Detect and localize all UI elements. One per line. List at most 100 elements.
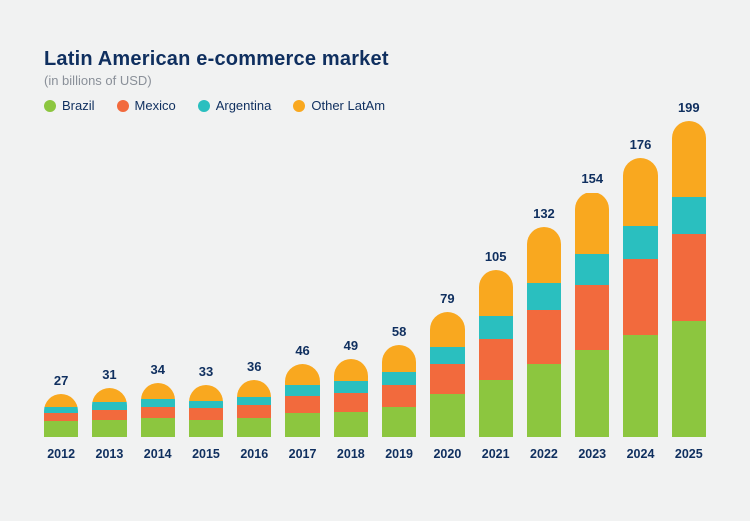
x-axis-label: 2023	[575, 447, 609, 461]
bar-segment-other	[575, 193, 609, 255]
bar-segment-argentina	[672, 197, 706, 234]
bar-segment-brazil	[527, 364, 561, 437]
bar-segment-argentina	[575, 254, 609, 284]
bars-row: 273134333646495879105132154176199	[44, 121, 706, 437]
bar	[285, 364, 319, 437]
bar	[92, 388, 126, 437]
bar-segment-brazil	[44, 421, 78, 437]
bar-segment-argentina	[623, 226, 657, 259]
bar-segment-other	[672, 121, 706, 197]
bar	[334, 359, 368, 437]
bar-total-label: 176	[630, 137, 652, 152]
bar-segment-brazil	[285, 413, 319, 437]
x-axis-label: 2024	[623, 447, 657, 461]
plot-area: 273134333646495879105132154176199 201220…	[44, 121, 706, 461]
bar-segment-brazil	[92, 420, 126, 437]
x-axis: 2012201320142015201620172018201920202021…	[44, 447, 706, 461]
bar-segment-other	[44, 394, 78, 407]
x-axis-label: 2012	[44, 447, 78, 461]
bar	[672, 121, 706, 437]
bar	[382, 345, 416, 437]
bar-segment-mexico	[479, 339, 513, 380]
bar-segment-mexico	[237, 405, 271, 418]
bar-segment-other	[189, 385, 223, 401]
bar-segment-other	[285, 364, 319, 385]
legend: Brazil Mexico Argentina Other LatAm	[44, 98, 706, 113]
bar-segment-argentina	[141, 399, 175, 407]
bar-segment-mexico	[623, 259, 657, 335]
bar-segment-other	[92, 388, 126, 402]
bar-segment-argentina	[479, 316, 513, 338]
bar-segment-other	[430, 312, 464, 347]
bar-col: 58	[382, 324, 416, 437]
legend-label-argentina: Argentina	[216, 98, 272, 113]
bar-total-label: 154	[581, 171, 603, 186]
bar-segment-argentina	[382, 372, 416, 385]
bar-segment-mexico	[527, 310, 561, 364]
bar-segment-argentina	[237, 397, 271, 405]
legend-dot-argentina	[198, 100, 210, 112]
legend-item-argentina: Argentina	[198, 98, 272, 113]
bar	[575, 192, 609, 437]
bar	[527, 227, 561, 437]
bar-col: 105	[479, 249, 513, 437]
bar	[237, 380, 271, 437]
bar-segment-argentina	[334, 381, 368, 392]
legend-item-brazil: Brazil	[44, 98, 95, 113]
bar-segment-argentina	[189, 401, 223, 409]
bar	[44, 394, 78, 437]
bar-total-label: 36	[247, 359, 261, 374]
x-axis-label: 2013	[92, 447, 126, 461]
bar-segment-argentina	[527, 283, 561, 310]
bar-segment-argentina	[430, 347, 464, 364]
bar-segment-brazil	[141, 418, 175, 437]
bar-segment-mexico	[44, 413, 78, 421]
bar-segment-brazil	[334, 412, 368, 437]
bar	[141, 383, 175, 437]
bar-segment-other	[141, 383, 175, 399]
bar-segment-mexico	[382, 385, 416, 407]
bar-segment-mexico	[575, 285, 609, 350]
legend-dot-brazil	[44, 100, 56, 112]
bar-segment-brazil	[623, 335, 657, 437]
bar-total-label: 79	[440, 291, 454, 306]
x-axis-label: 2017	[285, 447, 319, 461]
chart-subtitle: (in billions of USD)	[44, 73, 706, 88]
bar-col: 49	[334, 338, 368, 437]
bar-total-label: 58	[392, 324, 406, 339]
bar-col: 199	[672, 100, 706, 437]
bar-segment-other	[623, 158, 657, 226]
x-axis-label: 2014	[141, 447, 175, 461]
bar-total-label: 105	[485, 249, 507, 264]
bar-segment-mexico	[285, 396, 319, 413]
bar-total-label: 46	[295, 343, 309, 358]
bar-segment-brazil	[672, 321, 706, 437]
x-axis-label: 2015	[189, 447, 223, 461]
bar-segment-argentina	[285, 385, 319, 396]
legend-dot-other	[293, 100, 305, 112]
bar-total-label: 34	[150, 362, 164, 377]
bar-segment-mexico	[430, 364, 464, 394]
bar-segment-brazil	[479, 380, 513, 437]
bar-segment-brazil	[382, 407, 416, 437]
bar-segment-mexico	[189, 408, 223, 419]
bar-segment-brazil	[237, 418, 271, 437]
bar-col: 132	[527, 206, 561, 437]
bar-segment-other	[479, 270, 513, 316]
bar-col: 79	[430, 291, 464, 437]
x-axis-label: 2019	[382, 447, 416, 461]
x-axis-label: 2021	[479, 447, 513, 461]
bar-total-label: 31	[102, 367, 116, 382]
bar-col: 46	[285, 343, 319, 437]
bar-segment-mexico	[92, 410, 126, 420]
chart-container: Latin American e-commerce market (in bil…	[44, 48, 706, 478]
legend-label-other: Other LatAm	[311, 98, 385, 113]
legend-item-other: Other LatAm	[293, 98, 385, 113]
legend-label-brazil: Brazil	[62, 98, 95, 113]
bar-segment-other	[382, 345, 416, 372]
bar-col: 31	[92, 367, 126, 437]
x-axis-label: 2016	[237, 447, 271, 461]
bar-segment-brazil	[430, 394, 464, 437]
chart-title: Latin American e-commerce market	[44, 48, 706, 71]
bar-col: 27	[44, 373, 78, 437]
